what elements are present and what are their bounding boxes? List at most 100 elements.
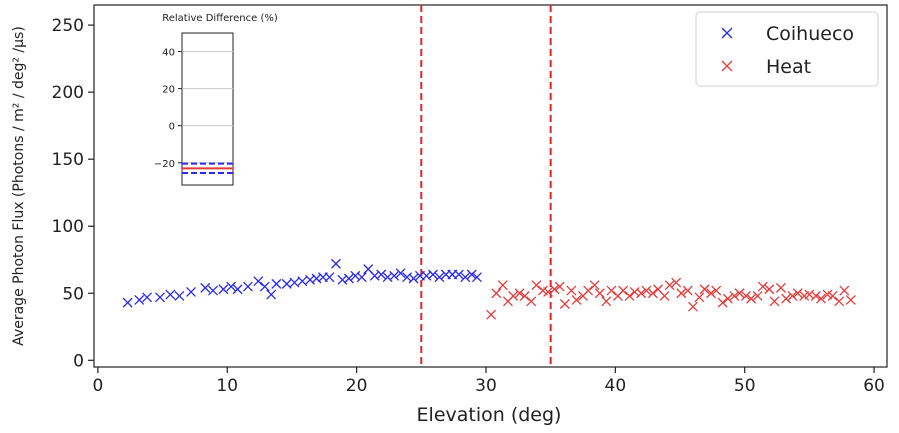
data-point: [408, 273, 419, 284]
x-axis-label: Elevation (deg): [417, 404, 562, 426]
y-axis: 0 50 100 150 200 250: [52, 16, 94, 371]
data-point: [281, 278, 292, 289]
reference-lines: [420, 5, 552, 367]
data-point: [845, 295, 856, 305]
data-point: [839, 285, 850, 296]
legend-label: Coihueco: [766, 23, 854, 45]
data-point: [514, 288, 525, 299]
data-point: [165, 289, 176, 300]
inset-y-tick-label: 20: [162, 85, 175, 96]
data-point: [682, 285, 693, 296]
data-point: [491, 288, 502, 299]
y-axis-label: Average Photon Flux (Photons / m² / deg²…: [11, 26, 27, 346]
data-point: [142, 292, 152, 303]
data-point: [208, 285, 218, 296]
data-point: [155, 292, 165, 303]
data-point: [549, 284, 560, 295]
data-point: [297, 276, 308, 287]
data-point: [271, 278, 282, 289]
data-point: [671, 277, 682, 288]
data-point: [594, 288, 605, 299]
data-point: [226, 281, 237, 292]
series-coihueco: [122, 258, 482, 308]
data-point: [289, 277, 300, 288]
data-point: [834, 296, 845, 307]
data-point: [769, 296, 780, 307]
data-point: [543, 286, 554, 297]
data-point: [647, 288, 658, 299]
data-point: [618, 285, 629, 296]
data-point: [816, 293, 826, 304]
x-tick-label: 50: [734, 376, 756, 396]
data-point: [526, 296, 537, 307]
x-axis: 0 10 20 30 40 50 60: [92, 367, 885, 396]
data-point: [781, 293, 792, 304]
data-point: [389, 270, 400, 281]
data-point: [471, 272, 482, 283]
data-points: [122, 258, 856, 320]
data-point: [752, 290, 763, 301]
data-point: [810, 290, 821, 301]
x-tick-label: 20: [346, 376, 368, 396]
data-point: [134, 295, 145, 305]
series-heat: [486, 277, 856, 320]
data-point: [827, 290, 838, 301]
legend-label: Heat: [766, 56, 811, 78]
data-point: [717, 297, 728, 308]
y-tick-label: 50: [62, 284, 84, 304]
data-point: [356, 272, 367, 283]
inset-y-tick-label: 40: [162, 48, 175, 59]
x-tick-label: 40: [605, 376, 627, 396]
data-point: [460, 272, 471, 283]
data-point: [259, 281, 270, 292]
data-point: [174, 290, 185, 301]
data-point: [787, 290, 798, 301]
data-point: [746, 293, 757, 304]
data-point: [583, 285, 594, 296]
data-point: [122, 297, 133, 308]
x-tick-label: 0: [92, 376, 103, 396]
data-point: [711, 285, 722, 296]
data-point: [687, 301, 698, 312]
data-point: [531, 280, 542, 291]
x-tick-label: 60: [863, 376, 885, 396]
inset-y-tick-label: 0: [169, 122, 175, 133]
data-point: [395, 268, 406, 279]
data-point: [734, 288, 745, 299]
data-point: [624, 290, 635, 301]
data-point: [554, 281, 565, 292]
data-point: [792, 288, 803, 299]
data-point: [186, 286, 196, 297]
y-tick-label: 150: [52, 150, 84, 170]
x-tick-label: 30: [475, 376, 497, 396]
inset-y-tick-label: −20: [154, 159, 175, 170]
data-point: [343, 273, 354, 284]
data-point: [764, 284, 775, 295]
data-point: [722, 293, 733, 304]
data-point: [706, 288, 717, 299]
data-point: [427, 269, 438, 280]
data-point: [466, 269, 477, 280]
data-point: [266, 289, 277, 300]
data-point: [497, 280, 508, 291]
data-point: [453, 269, 464, 280]
legend-marker: [721, 27, 733, 39]
data-point: [676, 288, 687, 299]
data-point: [434, 272, 445, 283]
data-point: [659, 290, 670, 301]
data-point: [641, 285, 652, 296]
data-point: [664, 280, 675, 291]
data-point: [330, 258, 341, 269]
data-point: [519, 290, 530, 301]
data-point: [757, 281, 768, 292]
y-tick-label: 250: [52, 16, 84, 36]
data-point: [571, 295, 582, 305]
inset-chart: Relative Difference (%) 40 20 0 −20: [154, 13, 278, 186]
data-point: [741, 290, 751, 301]
data-point: [324, 272, 335, 283]
legend-marker: [721, 60, 733, 72]
data-point: [486, 309, 497, 320]
data-point: [589, 280, 600, 291]
data-point: [253, 276, 264, 287]
